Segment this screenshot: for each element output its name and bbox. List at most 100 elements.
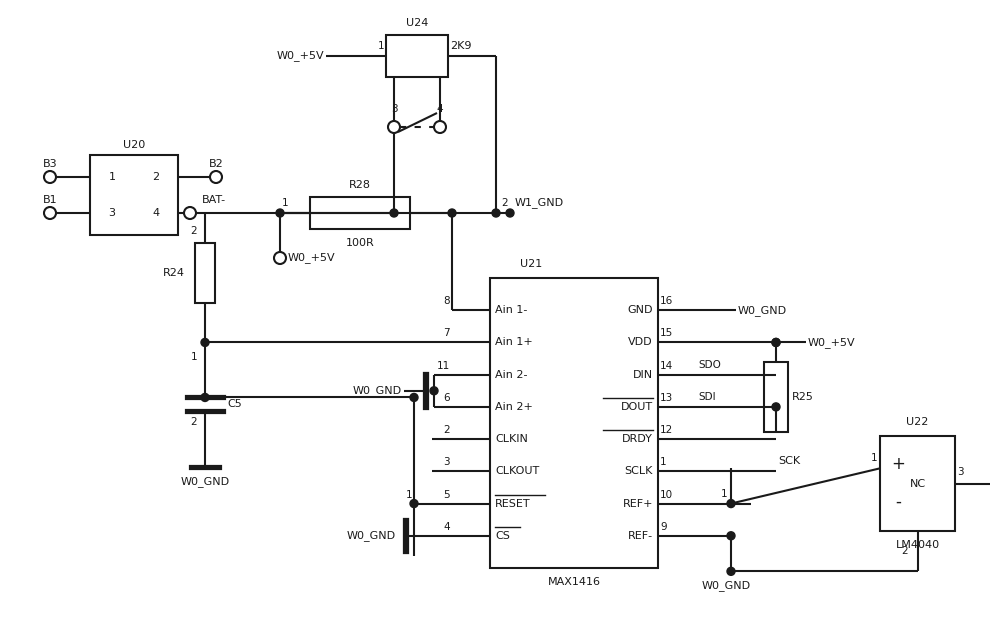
Text: W0_GND: W0_GND <box>701 580 751 591</box>
Text: U24: U24 <box>406 18 428 28</box>
Text: 16: 16 <box>660 296 673 306</box>
Circle shape <box>772 339 780 346</box>
Text: R28: R28 <box>349 180 371 190</box>
Text: DRDY: DRDY <box>622 434 653 444</box>
Text: 2K9: 2K9 <box>450 41 472 51</box>
Text: GND: GND <box>628 305 653 316</box>
Text: SCK: SCK <box>778 456 800 467</box>
Circle shape <box>727 532 735 540</box>
Circle shape <box>772 339 780 346</box>
Text: W0_GND: W0_GND <box>180 476 230 487</box>
Circle shape <box>448 209 456 217</box>
Text: U21: U21 <box>520 259 542 269</box>
Text: W0_GND: W0_GND <box>353 385 402 396</box>
Text: B1: B1 <box>43 195 57 205</box>
Text: 100R: 100R <box>346 238 374 248</box>
Circle shape <box>276 209 284 217</box>
Text: 4: 4 <box>152 208 160 218</box>
Text: 12: 12 <box>660 425 673 435</box>
Text: Ain 1+: Ain 1+ <box>495 337 533 348</box>
Circle shape <box>492 209 500 217</box>
Text: 1: 1 <box>377 41 384 51</box>
Text: MAX1416: MAX1416 <box>548 577 600 587</box>
Text: 1: 1 <box>108 172 116 182</box>
Text: SDI: SDI <box>698 392 716 402</box>
Circle shape <box>390 209 398 217</box>
Text: +: + <box>891 455 905 474</box>
Circle shape <box>410 394 418 401</box>
Bar <box>90 155 178 235</box>
Text: 14: 14 <box>660 361 673 371</box>
Text: 1: 1 <box>870 453 877 463</box>
Text: 6: 6 <box>443 393 450 403</box>
Text: CS: CS <box>495 531 510 541</box>
Text: 1: 1 <box>660 458 667 467</box>
Text: 7: 7 <box>443 328 450 339</box>
Bar <box>490 278 658 568</box>
Text: W0_+5V: W0_+5V <box>276 51 324 61</box>
Text: 3: 3 <box>391 104 397 114</box>
Text: 3: 3 <box>108 208 116 218</box>
Text: Ain 2+: Ain 2+ <box>495 402 533 412</box>
Text: W1_GND: W1_GND <box>515 198 564 209</box>
Circle shape <box>727 500 735 508</box>
Text: CLKIN: CLKIN <box>495 434 528 444</box>
Text: DOUT: DOUT <box>621 402 653 412</box>
Text: B3: B3 <box>43 159 57 169</box>
Text: 3: 3 <box>957 467 964 477</box>
Text: 1: 1 <box>405 490 412 500</box>
Text: U22: U22 <box>906 417 929 428</box>
Text: RESET: RESET <box>495 499 531 509</box>
Text: 5: 5 <box>443 490 450 500</box>
Circle shape <box>772 403 780 411</box>
Text: SCLK: SCLK <box>625 467 653 476</box>
Text: B2: B2 <box>209 159 223 169</box>
Text: 1: 1 <box>282 198 289 208</box>
Text: 2: 2 <box>190 417 197 428</box>
Text: 8: 8 <box>443 296 450 306</box>
Text: R25: R25 <box>792 392 814 403</box>
Text: Ain 1-: Ain 1- <box>495 305 527 316</box>
Circle shape <box>727 567 735 575</box>
Text: U20: U20 <box>123 140 145 150</box>
Text: DIN: DIN <box>633 370 653 380</box>
Text: NC: NC <box>909 479 926 489</box>
Text: 2: 2 <box>443 425 450 435</box>
Text: C5: C5 <box>227 399 242 410</box>
Text: REF-: REF- <box>628 531 653 541</box>
Text: LM4040: LM4040 <box>895 540 940 550</box>
Text: 9: 9 <box>660 522 667 532</box>
Text: 1: 1 <box>190 353 197 362</box>
Text: R24: R24 <box>163 268 185 278</box>
Bar <box>764 362 788 433</box>
Bar <box>880 436 955 531</box>
Text: 2: 2 <box>501 198 508 208</box>
Circle shape <box>410 500 418 508</box>
Text: 10: 10 <box>660 490 673 500</box>
Circle shape <box>201 394 209 401</box>
Circle shape <box>506 209 514 217</box>
Text: W0_+5V: W0_+5V <box>808 337 856 348</box>
Circle shape <box>201 339 209 346</box>
Text: -: - <box>895 492 901 510</box>
Bar <box>310 197 410 229</box>
Text: 2: 2 <box>901 547 908 556</box>
Text: 3: 3 <box>443 458 450 467</box>
Text: W0_GND: W0_GND <box>738 305 787 316</box>
Circle shape <box>430 387 438 395</box>
Text: 4: 4 <box>437 104 443 114</box>
Text: CLKOUT: CLKOUT <box>495 467 539 476</box>
Text: W0_GND: W0_GND <box>347 531 396 541</box>
Text: BAT-: BAT- <box>202 195 226 205</box>
Text: REF+: REF+ <box>622 499 653 509</box>
Bar <box>386 35 448 77</box>
Text: Ain 2-: Ain 2- <box>495 370 528 380</box>
Text: 11: 11 <box>437 361 450 371</box>
Text: VDD: VDD <box>628 337 653 348</box>
Text: 1: 1 <box>721 488 727 499</box>
Text: 15: 15 <box>660 328 673 339</box>
Text: 2: 2 <box>152 172 160 182</box>
Text: W0_+5V: W0_+5V <box>288 253 336 264</box>
Text: 13: 13 <box>660 393 673 403</box>
Text: SDO: SDO <box>698 360 721 370</box>
